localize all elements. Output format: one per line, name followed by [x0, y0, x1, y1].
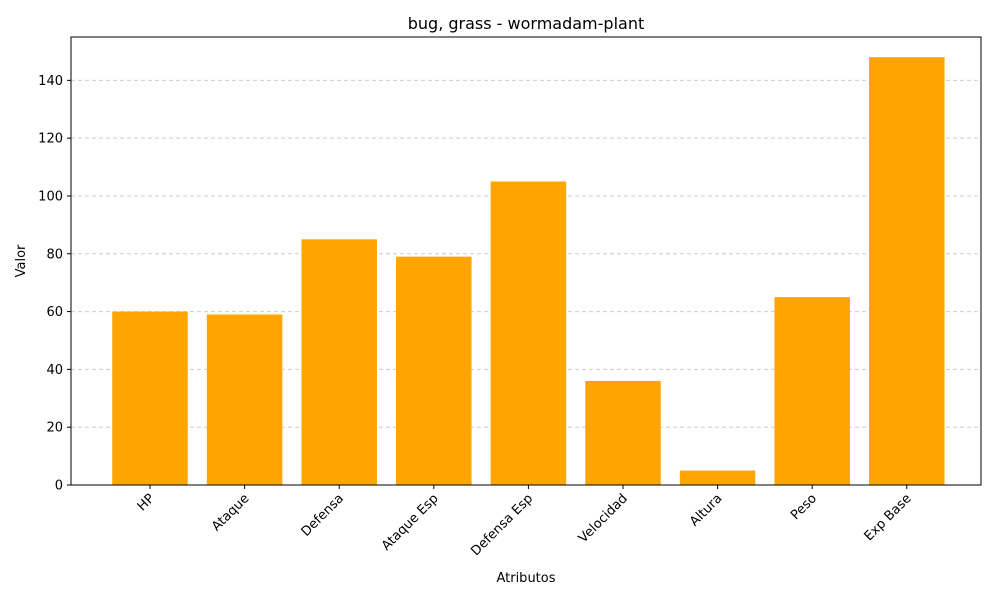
x-tick-label: Defensa — [299, 491, 347, 539]
y-tick-label: 0 — [55, 479, 63, 494]
x-tick-label: HP — [135, 491, 158, 514]
y-tick-label: 80 — [46, 247, 63, 262]
x-axis: HP Ataque Defensa Ataque Esp Defensa Esp Velo… — [135, 485, 915, 559]
bars — [112, 57, 945, 486]
x-tick-label: Altura — [687, 491, 725, 529]
y-axis-label: Valor — [14, 244, 29, 277]
bar-altura — [679, 470, 756, 485]
y-tick-label: 140 — [38, 74, 63, 89]
bar-hp — [112, 311, 188, 485]
x-axis-label: Atributos — [496, 571, 555, 586]
y-tick-label: 60 — [46, 305, 63, 320]
bar-exp-base — [869, 57, 945, 485]
x-tick-label: Defensa Esp — [468, 491, 536, 559]
bar-ataque — [206, 314, 283, 485]
x-tick-label: Exp Base — [862, 491, 915, 544]
bar-peso — [774, 297, 850, 485]
chart-title: bug, grass - wormadam-plant — [408, 14, 644, 33]
bar-defensa — [301, 239, 377, 485]
x-tick-label: Ataque — [209, 491, 252, 534]
bar-velocidad — [585, 380, 661, 485]
x-tick-label: Peso — [788, 491, 820, 523]
y-tick-label: 40 — [46, 363, 63, 378]
y-tick-label: 120 — [38, 132, 63, 147]
y-tick-label: 20 — [46, 421, 63, 436]
x-tick-label: Ataque Esp — [379, 491, 442, 554]
bar-ataque-esp — [396, 256, 472, 485]
plot-frame — [70, 36, 982, 486]
bar-defensa-esp — [490, 181, 567, 486]
y-tick-label: 100 — [38, 189, 63, 204]
x-tick-label: Velocidad — [576, 491, 631, 546]
y-axis: 0 20 40 60 80 100 120 140 — [38, 74, 71, 494]
